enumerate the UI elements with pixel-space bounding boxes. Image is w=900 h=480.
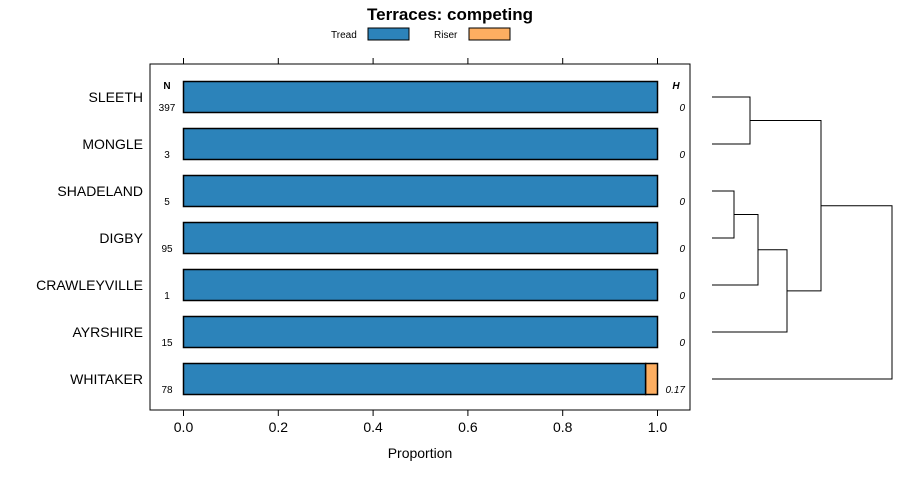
x-tick-label: 0.2 [269, 419, 289, 435]
bar-tread [182, 127, 659, 161]
legend-label: Riser [434, 30, 458, 41]
n-value: 3 [164, 150, 170, 161]
legend: Tread Riser [331, 27, 511, 41]
n-value: 15 [161, 338, 173, 349]
bar-tread [182, 362, 647, 396]
h-value: 0 [679, 150, 685, 161]
x-tick-label: 0.4 [363, 419, 383, 435]
dendrogram [712, 96, 893, 380]
x-tick-label: 0.8 [553, 419, 573, 435]
bar-tread [182, 315, 659, 349]
x-tick-label: 0.0 [174, 419, 194, 435]
h-value: 0 [679, 338, 685, 349]
legend-swatch [367, 27, 410, 41]
plot-frame [149, 63, 691, 411]
bar-tread [182, 221, 659, 255]
n-column-header: N [163, 81, 170, 92]
category-label: WHITAKER [70, 371, 143, 387]
x-tick-label: 0.6 [458, 419, 478, 435]
h-value: 0 [679, 244, 685, 255]
bar-tread [182, 268, 659, 302]
bar-tread [182, 174, 659, 208]
dendrogram-branch [712, 214, 759, 286]
n-value: 397 [159, 103, 176, 114]
legend-swatch [468, 27, 511, 41]
bar-tread [182, 80, 659, 114]
dendrogram-branch [712, 190, 735, 239]
n-value: 1 [164, 291, 170, 302]
category-label: DIGBY [99, 230, 143, 246]
n-value: 78 [161, 385, 173, 396]
x-tick-label: 1.0 [648, 419, 668, 435]
n-value: 5 [164, 197, 170, 208]
h-column-header: H [672, 81, 680, 92]
h-value: 0 [679, 103, 685, 114]
bars [182, 80, 659, 396]
bar-riser [644, 362, 659, 396]
h-value: 0 [679, 197, 685, 208]
x-axis-title: Proportion [388, 445, 453, 461]
category-label: CRAWLEYVILLE [36, 277, 143, 293]
category-labels: SLEETH MONGLE SHADELAND DIGBY CRAWLEYVILLE AY… [36, 89, 144, 387]
category-label: SHADELAND [57, 183, 143, 199]
dendrogram-branch [750, 120, 822, 292]
h-value: 0.17 [666, 385, 686, 396]
n-h-columns: N H 397 3 5 95 1 15 78 0 0 0 0 0 0 0.17 [159, 81, 686, 396]
dendrogram-branch [712, 249, 788, 333]
legend-label: Tread [331, 30, 357, 41]
category-label: SLEETH [89, 89, 143, 105]
x-axis: 0.0 0.2 0.4 0.6 0.8 1.0 [174, 58, 668, 435]
category-label: AYRSHIRE [72, 324, 143, 340]
dendrogram-branch [712, 205, 893, 380]
n-value: 95 [161, 244, 173, 255]
dendrogram-branch [712, 96, 751, 145]
chart-title: Terraces: competing [367, 5, 533, 24]
category-label: MONGLE [82, 136, 143, 152]
h-value: 0 [679, 291, 685, 302]
